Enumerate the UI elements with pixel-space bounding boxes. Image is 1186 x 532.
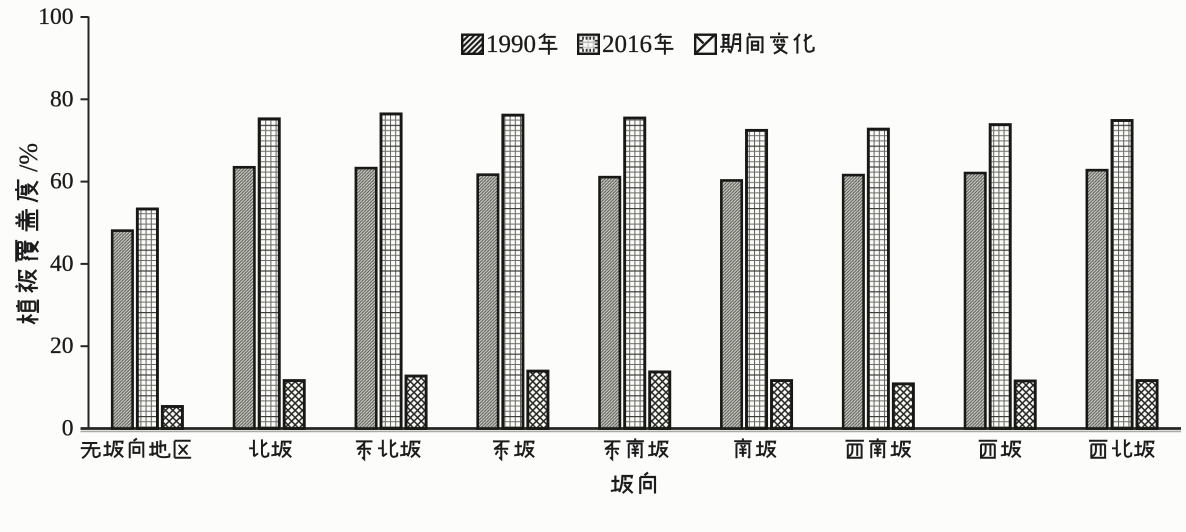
svg-text:20: 20	[50, 333, 74, 359]
svg-text:0: 0	[62, 416, 74, 442]
svg-text:/%: /%	[14, 143, 43, 172]
svg-text:100: 100	[38, 4, 73, 30]
svg-text:80: 80	[50, 86, 74, 112]
svg-text:1990: 1990	[486, 31, 536, 58]
svg-text:40: 40	[50, 251, 74, 277]
svg-text:2016: 2016	[602, 31, 652, 58]
svg-text:60: 60	[50, 169, 74, 195]
